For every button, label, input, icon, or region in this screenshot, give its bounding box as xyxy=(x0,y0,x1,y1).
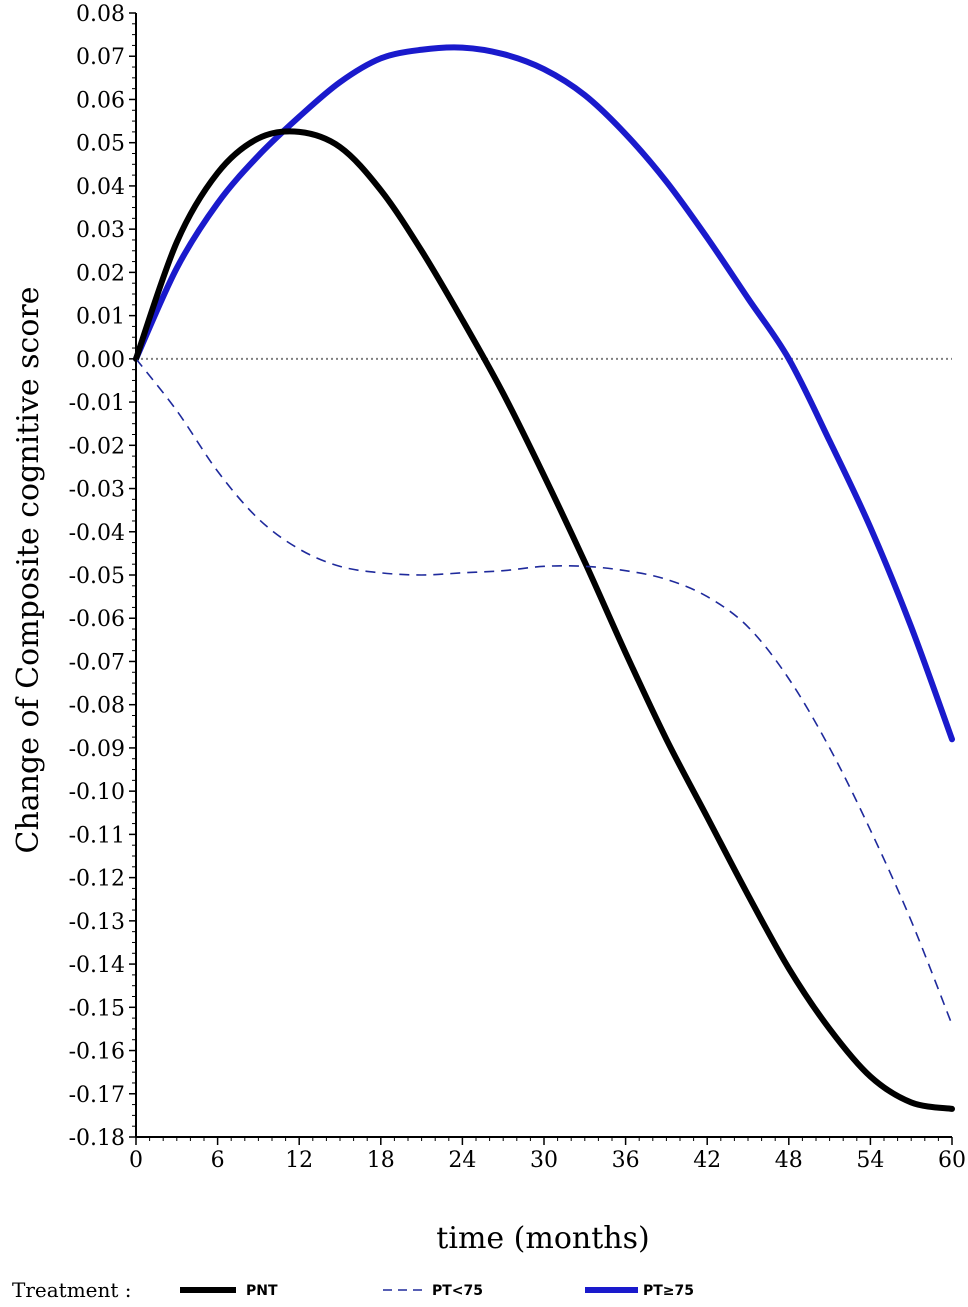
y-tick-label: 0.06 xyxy=(76,88,125,113)
x-tick-label: 42 xyxy=(693,1148,721,1173)
x-tick-label: 30 xyxy=(530,1148,558,1173)
y-tick-label: -0.04 xyxy=(69,521,125,546)
x-tick-label: 48 xyxy=(775,1148,803,1173)
y-tick-label: -0.15 xyxy=(69,996,125,1021)
axes xyxy=(135,13,952,1138)
x-tick-label: 6 xyxy=(211,1148,225,1173)
legend: Treatment : PNT PT<75 PT≥75 xyxy=(12,1278,694,1302)
legend-items: PNT PT<75 PT≥75 xyxy=(180,1283,694,1299)
x-axis-title: time (months) xyxy=(436,1221,649,1256)
legend-label: PNT xyxy=(246,1283,278,1299)
y-tick-label: 0.08 xyxy=(76,2,125,27)
series-line-pt-75 xyxy=(135,358,953,1025)
y-tick-label: 0.01 xyxy=(76,305,125,330)
y-tick-label: 0.02 xyxy=(76,261,125,286)
y-tick-label: -0.05 xyxy=(69,564,125,589)
y-tick-label: -0.06 xyxy=(69,607,125,632)
x-tick-label: 36 xyxy=(612,1148,640,1173)
y-tick-label: -0.12 xyxy=(69,867,125,892)
y-tick-label: 0.04 xyxy=(76,175,125,200)
y-tick-label: 0.00 xyxy=(76,348,125,373)
y-tick-label: 0.03 xyxy=(76,218,125,243)
y-axis-title: Change of Composite cognitive score xyxy=(11,287,46,854)
y-tick-label: -0.07 xyxy=(69,650,125,675)
legend-item: PT<75 xyxy=(383,1283,483,1299)
x-tick-label: 12 xyxy=(285,1148,313,1173)
y-axis-ticks: 0.08 0.07 0.06 0.05 0.04 0.03 0.02 0.01 0.00 -0.0… xyxy=(69,2,136,1151)
y-tick-label: -0.11 xyxy=(69,823,125,848)
legend-label: PT≥75 xyxy=(643,1283,694,1299)
legend-item: PT≥75 xyxy=(585,1283,694,1299)
y-tick-label: -0.14 xyxy=(69,953,125,978)
x-tick-label: 60 xyxy=(938,1148,966,1173)
y-tick-label: 0.05 xyxy=(76,132,125,157)
x-tick-label: 54 xyxy=(856,1148,884,1173)
legend-title: Treatment : xyxy=(12,1278,132,1302)
x-tick-label: 18 xyxy=(367,1148,395,1173)
y-tick-label: -0.01 xyxy=(69,391,125,416)
y-tick-label: -0.03 xyxy=(69,478,125,503)
x-tick-label: 24 xyxy=(448,1148,476,1173)
legend-label: PT<75 xyxy=(432,1283,483,1299)
y-tick-label: -0.18 xyxy=(69,1126,125,1151)
y-tick-label: 0.07 xyxy=(76,45,125,70)
series-line-pnt xyxy=(133,128,955,1112)
y-tick-label: -0.08 xyxy=(69,694,125,719)
x-axis-ticks: 0 6 12 18 24 30 36 42 48 54 60 xyxy=(129,1137,966,1173)
y-tick-label: -0.17 xyxy=(69,1083,125,1108)
y-tick-label: -0.16 xyxy=(69,1040,125,1065)
legend-item: PNT xyxy=(180,1283,278,1299)
series-group xyxy=(133,44,955,1112)
y-tick-label: -0.09 xyxy=(69,737,125,762)
y-tick-label: -0.10 xyxy=(69,780,125,805)
y-tick-label: -0.13 xyxy=(69,910,125,935)
series-line-pt-75 xyxy=(133,44,955,743)
y-tick-label: -0.02 xyxy=(69,434,125,459)
x-tick-label: 0 xyxy=(129,1148,143,1173)
